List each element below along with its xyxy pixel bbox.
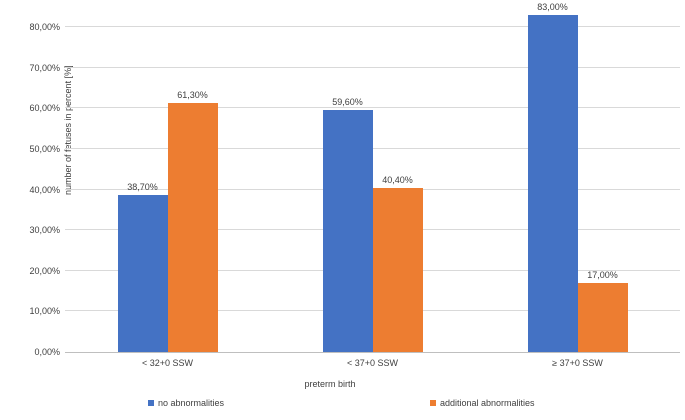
legend-swatch-icon <box>148 400 154 406</box>
bar-additional-abnormalities-0 <box>167 102 218 352</box>
bar-additional-abnormalities-2 <box>577 282 628 352</box>
bar-no-abnormalities-1 <box>322 109 373 352</box>
legend-item-additional-abnormalities: additional abnormalities <box>430 398 535 408</box>
x-category-label: < 32+0 SSW <box>141 358 194 368</box>
gridline <box>65 147 680 149</box>
y-tick-label: 70,00% <box>29 62 60 73</box>
y-tick-label: 20,00% <box>29 265 60 276</box>
x-category-label: ≥ 37+0 SSW <box>552 358 603 368</box>
bar-no-abnormalities-2 <box>527 14 578 352</box>
legend-swatch-icon <box>430 400 436 406</box>
bar-additional-abnormalities-1 <box>372 187 423 352</box>
plot-area: 38,70% 61,30% 59,60% 40,40% 83,00% 17,00% <box>65 0 680 353</box>
y-tick-label: 10,00% <box>29 306 60 317</box>
gridline <box>65 66 680 68</box>
bar-data-label: 38,70% <box>127 181 158 192</box>
x-axis-title: preterm birth <box>304 379 356 389</box>
y-tick-label: 50,00% <box>29 143 60 154</box>
y-tick-label: 30,00% <box>29 225 60 236</box>
bar-data-label: 61,30% <box>177 89 208 100</box>
gridline <box>65 107 680 109</box>
legend: no abnormalities additional abnormalities <box>0 398 685 412</box>
bar-no-abnormalities-0 <box>117 194 168 352</box>
y-tick-label: 80,00% <box>29 22 60 32</box>
bar-data-label: 59,60% <box>332 96 363 107</box>
y-tick-label: 0,00% <box>34 347 60 357</box>
bar-data-label: 40,40% <box>382 174 413 185</box>
legend-label: no abnormalities <box>158 398 225 408</box>
legend-label: additional abnormalities <box>440 398 535 408</box>
bar-data-label: 83,00% <box>537 1 568 12</box>
gridline <box>65 26 680 27</box>
y-tick-label: 60,00% <box>29 103 60 114</box>
bar-data-label: 17,00% <box>587 269 618 280</box>
x-category-label: < 37+0 SSW <box>346 358 399 368</box>
y-tick-label: 40,00% <box>29 184 60 195</box>
legend-item-no-abnormalities: no abnormalities <box>148 398 224 408</box>
